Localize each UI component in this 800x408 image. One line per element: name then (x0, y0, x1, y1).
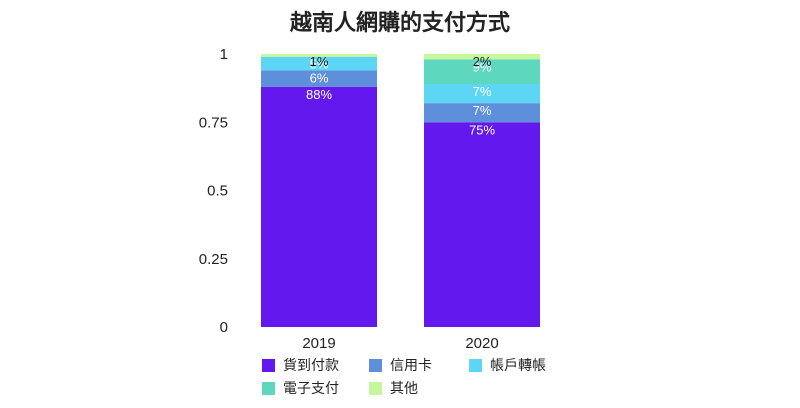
x-axis: 2019 2020 (302, 335, 498, 352)
y-tick-label: 0.25 (199, 251, 228, 268)
bar-segment (261, 86, 377, 327)
data-label: 9% (473, 59, 492, 74)
legend-label: 其他 (390, 381, 418, 397)
legend-item: 信用卡 (369, 358, 432, 374)
legend-swatch (262, 359, 275, 372)
y-tick-label: 1 (220, 46, 228, 63)
y-tick-label: 0.75 (199, 114, 228, 131)
bar-segment (424, 84, 540, 104)
legend-label: 貨到付款 (283, 357, 339, 374)
legend-item: 貨到付款 (262, 357, 339, 374)
bar-segment (424, 54, 540, 60)
y-tick-label: 0.5 (207, 183, 228, 200)
data-label: 1% (310, 54, 329, 69)
data-label: 6% (310, 70, 329, 85)
y-axis: 0 0.25 0.5 0.75 1 (199, 46, 228, 336)
legend-item: 帳戶轉帳 (469, 358, 546, 374)
bar-segment (424, 103, 540, 123)
bar-segment (261, 56, 377, 71)
data-label: 75% (469, 122, 495, 137)
legend-label: 信用卡 (390, 358, 432, 374)
legend-swatch (262, 382, 275, 395)
chart-title: 越南人網購的支付方式 (289, 10, 510, 36)
legend-item: 其他 (369, 381, 418, 397)
data-label: 5% (310, 57, 329, 72)
legend-label: 帳戶轉帳 (490, 358, 546, 374)
bar-segment (261, 70, 377, 87)
x-tick-label: 2019 (302, 335, 335, 352)
data-label: 2% (473, 54, 492, 69)
bar-segment (424, 122, 540, 327)
bars: 88% 6%5%1% 75% 7% 7% 9%2% (261, 54, 540, 327)
bar-segment (261, 54, 377, 57)
bar-segment (424, 59, 540, 85)
x-tick-label: 2020 (465, 335, 498, 352)
legend-swatch (369, 359, 382, 372)
legend-item: 電子支付 (262, 381, 339, 397)
y-tick-label: 0 (220, 319, 228, 336)
legend-label: 電子支付 (283, 381, 339, 397)
data-label: 88% (306, 87, 332, 102)
legend-swatch (469, 359, 482, 372)
data-label: 7% (473, 84, 492, 99)
data-label: 7% (473, 103, 492, 118)
legend-swatch (369, 382, 382, 395)
